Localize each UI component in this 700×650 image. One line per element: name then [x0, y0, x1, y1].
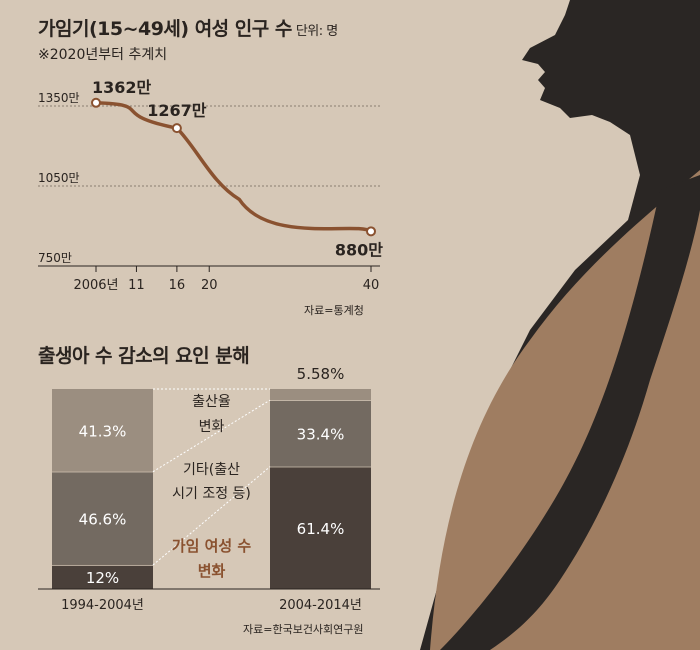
bar-segment	[52, 389, 153, 472]
line-chart-source: 자료=통계청	[304, 304, 364, 317]
y-tick-label: 1050만	[38, 171, 80, 185]
data-label: 880만	[335, 240, 383, 259]
bar-segment	[270, 389, 371, 401]
bar-category-label: 2004-2014년	[279, 598, 362, 613]
connector-line	[152, 466, 271, 566]
pregnant-woman-silhouette	[420, 0, 700, 650]
bar-value-label: 41.3%	[79, 422, 127, 440]
line-chart-title: 가임기(15~49세) 여성 인구 수 단위: 명	[38, 18, 338, 40]
x-tick-label: 16	[169, 278, 186, 293]
stacked-bar-chart: 12%61.4%46.6%33.4%41.3%5.58% 출산율변화기타(출산시…	[38, 365, 380, 613]
data-point	[171, 123, 182, 134]
silhouette-arm	[440, 175, 700, 650]
line-chart-series-line	[94, 101, 373, 234]
segment-legend-label: 변화	[199, 419, 225, 435]
bar-value-label: 61.4%	[297, 520, 345, 538]
y-tick-label: 1350만	[38, 91, 80, 105]
bar-category-labels: 1994-2004년 2004-2014년	[61, 598, 362, 613]
bar-segment	[270, 466, 371, 589]
bar-chart-title: 출생아 수 감소의 요인 분해	[38, 345, 250, 367]
bar-category-label: 1994-2004년	[61, 598, 144, 613]
line-chart-y-tick-labels: 1350만 1050만 750만	[38, 91, 80, 265]
silhouette-belly	[430, 170, 700, 650]
data-label: 1267만	[147, 101, 207, 120]
bar-value-label: 5.58%	[297, 365, 345, 383]
data-label: 1362만	[92, 78, 152, 97]
bar-segment	[52, 471, 153, 565]
line-chart-x-ticks: 2006년 11 16 20 40	[73, 266, 379, 293]
data-point	[366, 226, 376, 237]
x-tick-label: 40	[363, 278, 380, 293]
segment-legend-label: 출산율	[192, 394, 231, 410]
x-tick-label: 20	[201, 278, 218, 293]
bar-segment	[52, 564, 153, 589]
line-chart-gridlines	[38, 105, 380, 187]
bar-value-labels: 12% 61.4% 46.6% 33.4% 41.3% 5.58%	[79, 365, 345, 587]
bar-chart-source: 자료=한국보건사회연구원	[243, 623, 364, 636]
x-tick-label: 11	[128, 278, 145, 293]
y-tick-label: 750만	[38, 251, 72, 265]
segment-legend-label: 변화	[198, 562, 226, 580]
stacked-bars	[52, 389, 371, 589]
segment-legend-label: 시기 조정 등)	[172, 486, 251, 502]
line-chart-data-labels: 1362만 1267만 880만	[92, 78, 383, 260]
segment-legend-label: 기타(출산	[183, 462, 240, 478]
line-chart-unit: 단위: 명	[295, 24, 338, 39]
bar-value-label: 46.6%	[79, 510, 127, 528]
line-chart-points	[91, 97, 376, 237]
bar-segment	[270, 400, 371, 467]
bar-connector-lines	[152, 388, 271, 566]
data-point	[91, 97, 101, 108]
x-tick-label: 2006년	[73, 278, 118, 293]
connector-line	[152, 399, 271, 473]
line-chart: 1350만 1050만 750만 2006년 11 16 20 40 1362만 1267만 8…	[38, 78, 383, 293]
line-chart-subtitle: ※2020년부터 추계치	[38, 47, 168, 63]
bar-value-label: 12%	[86, 569, 119, 587]
bar-value-label: 33.4%	[297, 425, 345, 443]
segment-legend-label: 가임 여성 수	[172, 537, 252, 555]
